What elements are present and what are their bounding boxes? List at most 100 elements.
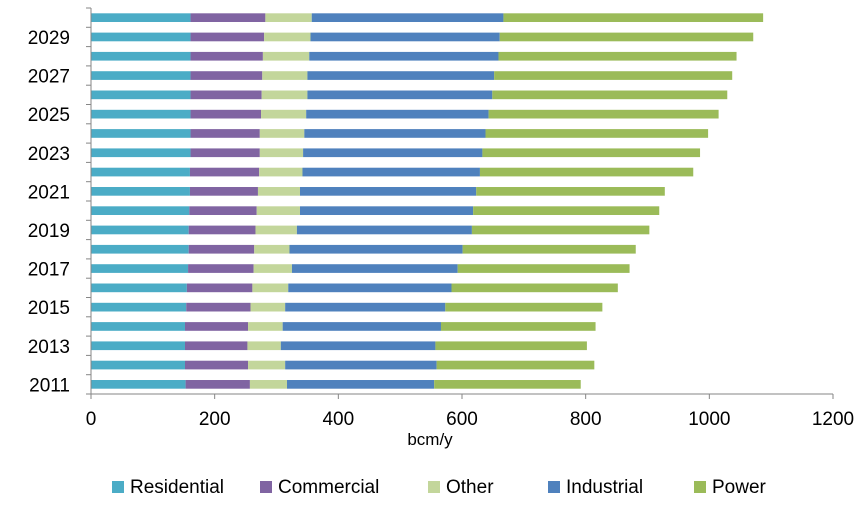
bar-power-2012 <box>436 360 595 370</box>
bar-industrial-2023 <box>303 148 483 158</box>
bar-industrial-2017 <box>291 264 458 273</box>
bar-power-2023 <box>482 148 701 158</box>
bar-residential-2025 <box>91 109 191 119</box>
legend: Residential Commercial Other Industrial Powe… <box>112 477 767 498</box>
bar-commercial-2026 <box>190 90 262 100</box>
bar-commercial-2028 <box>190 51 263 61</box>
y-axis-ticks <box>86 7 91 395</box>
bar-other-2017 <box>253 264 292 273</box>
bar-commercial-2023 <box>190 148 260 158</box>
bar-power-2017 <box>457 264 630 273</box>
bar-commercial-2011 <box>185 380 250 389</box>
bar-residential-2029 <box>91 32 191 42</box>
bar-other-2013 <box>247 341 281 351</box>
bar-commercial-2029 <box>190 32 265 42</box>
bar-power-2030 <box>503 13 764 22</box>
bar-residential-2026 <box>91 90 191 100</box>
y-axis-tick-labels: 2011 2013 2015 2017 2019 2021 2023 2025 2027 2029 <box>28 28 70 396</box>
bar-residential-2015 <box>91 302 187 312</box>
bar-other-2023 <box>259 148 304 158</box>
bar-industrial-2021 <box>300 187 477 196</box>
x-axis-tick-labels: 0 200 400 600 800 1000 1200 <box>86 409 854 430</box>
bar-industrial-2028 <box>309 51 499 61</box>
bar-commercial-2012 <box>184 360 249 370</box>
x-tick-label-0: 0 <box>86 409 97 430</box>
bar-commercial-2021 <box>189 187 258 196</box>
bar-commercial-2025 <box>190 109 262 119</box>
bar-commercial-2016 <box>186 283 253 293</box>
bar-commercial-2022 <box>189 167 260 177</box>
bar-power-2028 <box>498 51 737 61</box>
bar-other-2026 <box>261 90 308 100</box>
bar-power-2011 <box>434 380 581 389</box>
x-tick-label-200: 200 <box>199 409 231 430</box>
bar-other-2020 <box>256 206 300 215</box>
bar-other-2025 <box>261 109 307 119</box>
y-tick-label-2013: 2013 <box>28 337 70 358</box>
bar-power-2020 <box>473 206 660 215</box>
bar-power-2024 <box>485 129 709 138</box>
bar-other-2024 <box>259 129 305 138</box>
bar-other-2029 <box>264 32 311 42</box>
bar-power-2019 <box>471 225 650 235</box>
bar-power-2014 <box>440 322 596 331</box>
bar-power-2013 <box>435 341 587 351</box>
legend-swatch-power <box>694 481 706 493</box>
x-axis-ticks <box>90 394 834 399</box>
bar-industrial-2016 <box>288 283 452 293</box>
bar-residential-2012 <box>91 360 185 370</box>
bar-commercial-2018 <box>188 244 255 254</box>
bar-other-2012 <box>248 360 286 370</box>
legend-swatch-industrial <box>548 481 560 493</box>
x-tick-label-800: 800 <box>570 409 602 430</box>
bar-residential-2028 <box>91 51 191 61</box>
y-tick-label-2029: 2029 <box>28 28 70 49</box>
x-tick-label-600: 600 <box>446 409 478 430</box>
legend-swatch-other <box>428 481 440 493</box>
bar-power-2015 <box>445 302 603 312</box>
legend-label-industrial: Industrial <box>566 477 643 498</box>
x-tick-label-1200: 1200 <box>812 409 854 430</box>
bar-industrial-2030 <box>311 13 504 22</box>
legend-label-power: Power <box>712 477 767 498</box>
bar-other-2022 <box>259 167 303 177</box>
bar-power-2022 <box>479 167 694 177</box>
bar-industrial-2027 <box>307 71 495 80</box>
bar-residential-2017 <box>91 264 189 273</box>
bar-industrial-2019 <box>296 225 472 235</box>
bar-residential-2019 <box>91 225 189 235</box>
bar-residential-2014 <box>91 322 185 331</box>
bar-commercial-2014 <box>184 322 249 331</box>
bar-industrial-2015 <box>285 302 446 312</box>
bar-power-2025 <box>488 109 719 119</box>
bar-residential-2021 <box>91 187 190 196</box>
bar-other-2030 <box>265 13 312 22</box>
bar-power-2026 <box>492 90 728 100</box>
y-tick-label-2017: 2017 <box>28 260 70 281</box>
bar-industrial-2025 <box>306 109 489 119</box>
bar-residential-2013 <box>91 341 185 351</box>
bar-industrial-2029 <box>310 32 500 42</box>
bar-residential-2030 <box>91 13 191 22</box>
bar-residential-2023 <box>91 148 191 158</box>
bar-commercial-2013 <box>184 341 248 351</box>
bar-commercial-2030 <box>190 13 266 22</box>
bar-other-2014 <box>248 322 283 331</box>
bar-other-2021 <box>257 187 300 196</box>
y-tick-label-2025: 2025 <box>28 105 70 126</box>
bar-other-2028 <box>262 51 310 61</box>
bar-industrial-2011 <box>287 380 435 389</box>
bar-commercial-2019 <box>188 225 256 235</box>
bar-commercial-2020 <box>189 206 257 215</box>
y-tick-label-2011: 2011 <box>29 375 70 396</box>
bar-residential-2024 <box>91 129 191 138</box>
bar-industrial-2018 <box>289 244 463 254</box>
bar-residential-2011 <box>91 380 186 389</box>
y-tick-label-2019: 2019 <box>28 221 70 242</box>
bar-power-2016 <box>451 283 618 293</box>
bar-other-2016 <box>252 283 289 293</box>
bar-other-2019 <box>255 225 297 235</box>
bar-commercial-2024 <box>190 129 260 138</box>
bar-residential-2020 <box>91 206 190 215</box>
bar-other-2015 <box>250 302 286 312</box>
